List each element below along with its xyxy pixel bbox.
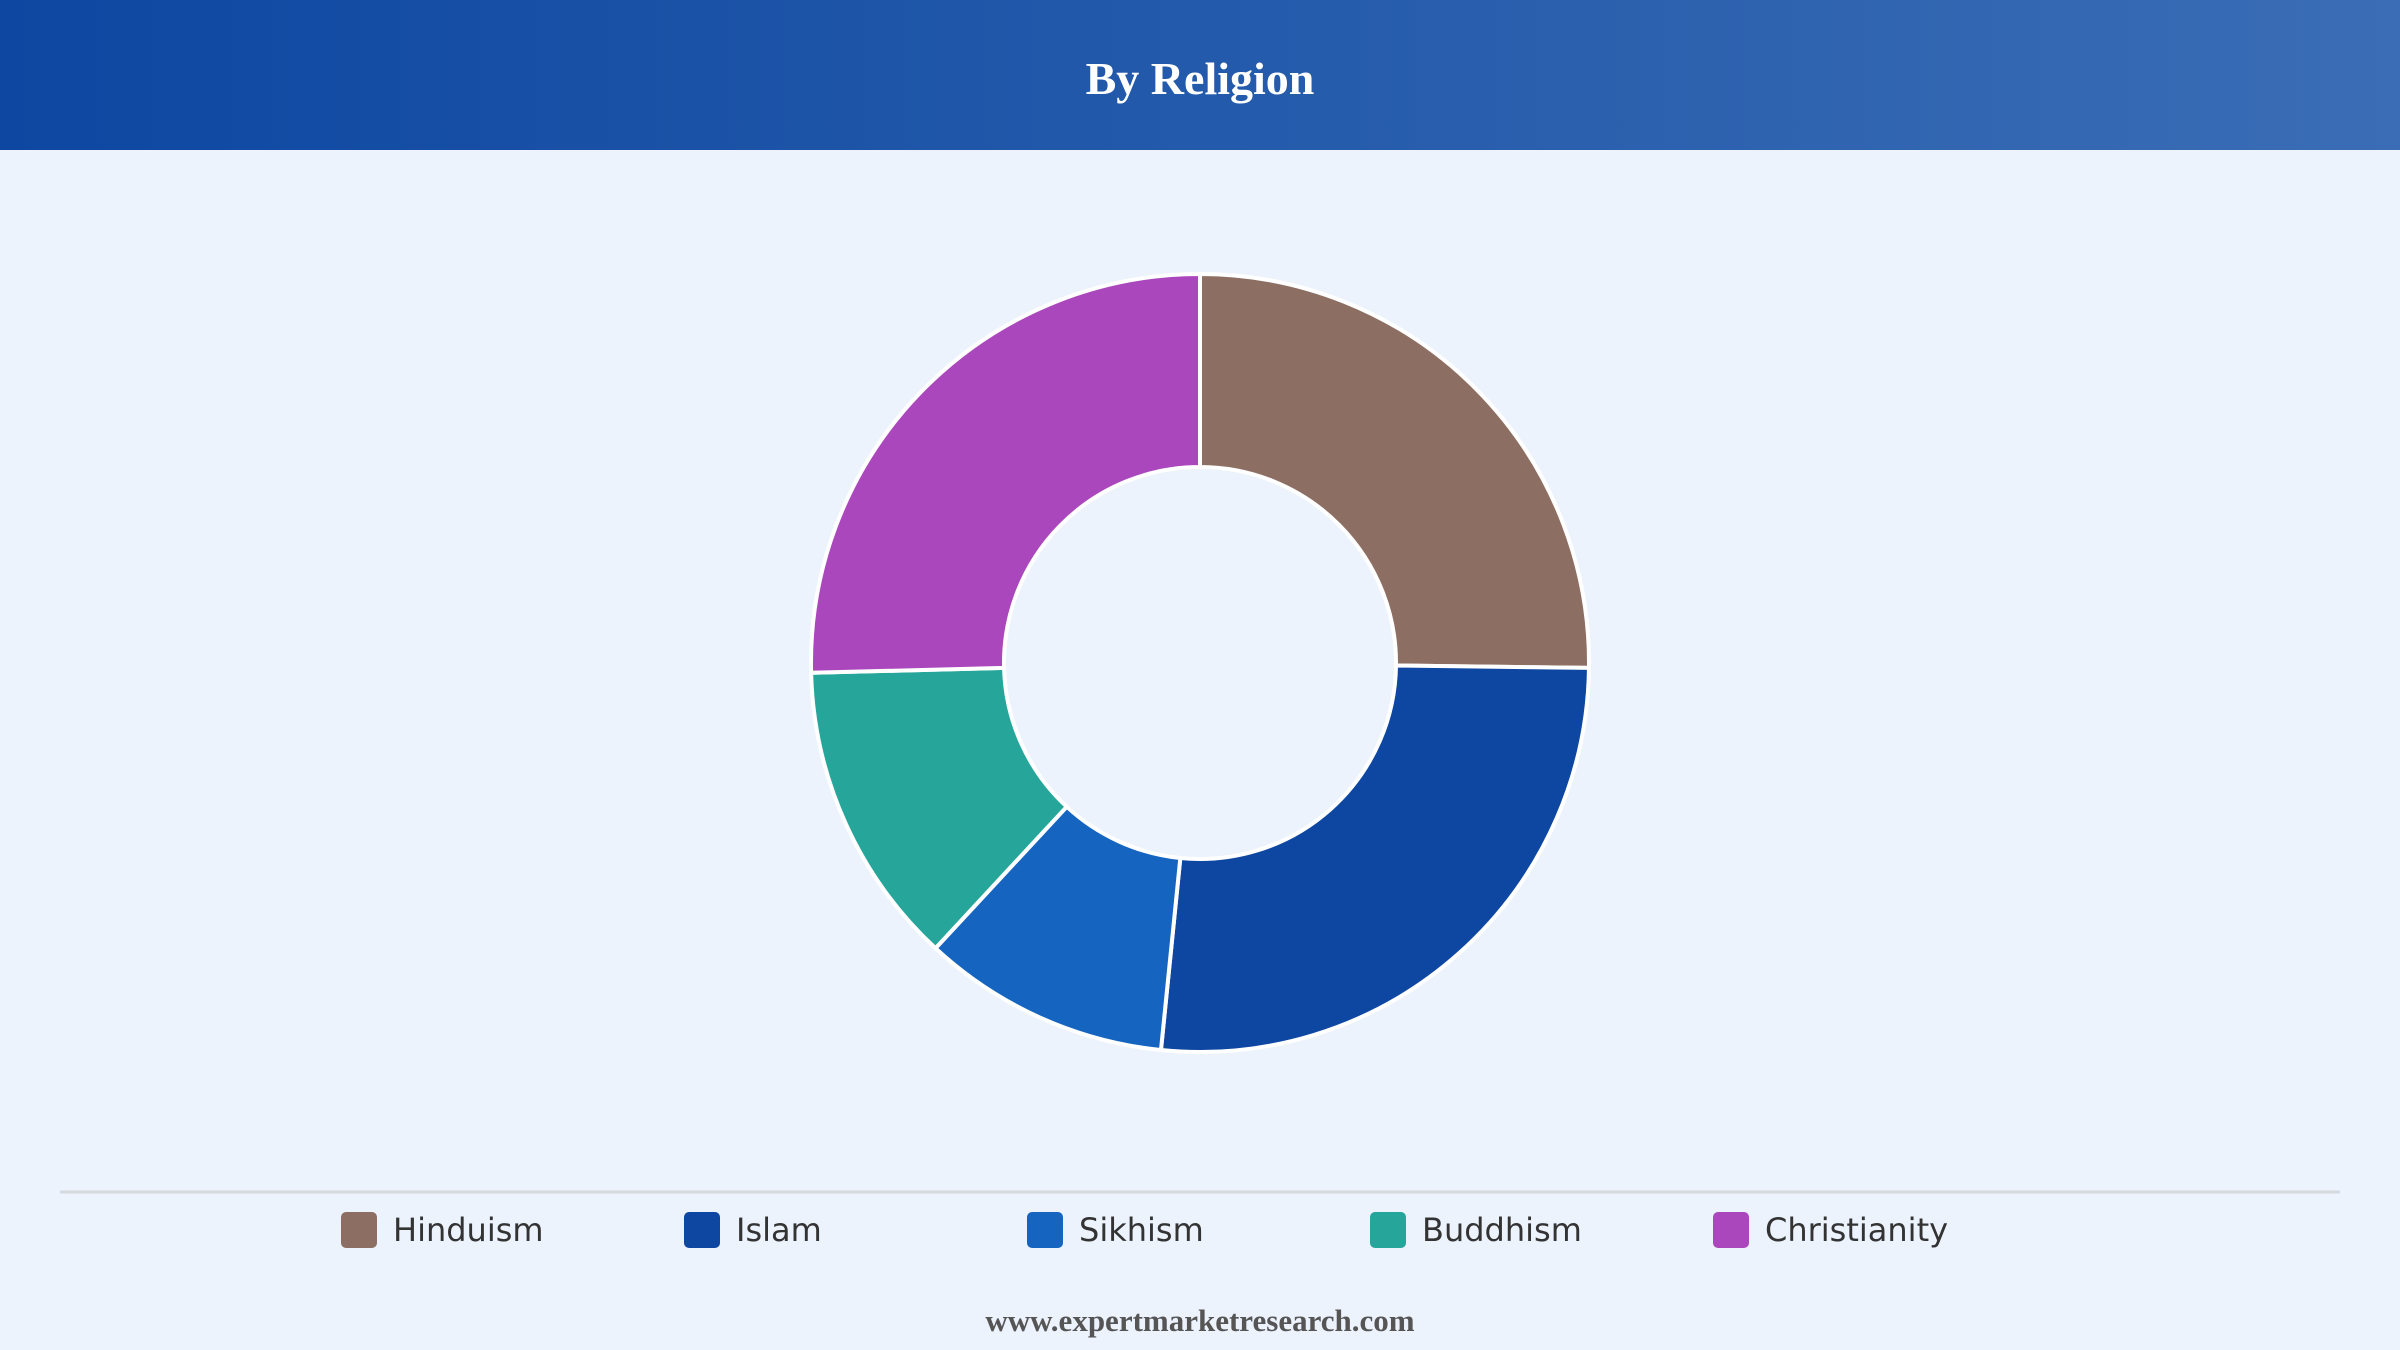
legend-label: Christianity <box>1765 1211 1948 1249</box>
legend-label: Islam <box>736 1211 822 1249</box>
header-bar <box>0 0 2400 150</box>
legend-swatch <box>1713 1212 1749 1248</box>
legend-swatch <box>684 1212 720 1248</box>
donut <box>809 271 1591 1054</box>
legend-swatch <box>1370 1212 1406 1248</box>
donut-slice <box>809 271 1202 675</box>
footer-url: www.expertmarketresearch.com <box>985 1303 1414 1338</box>
legend-swatch <box>341 1212 377 1248</box>
legend-label: Hinduism <box>393 1211 544 1249</box>
chart-title: By Religion <box>1086 53 1315 104</box>
legend-label: Buddhism <box>1422 1211 1582 1249</box>
donut-slice <box>1158 663 1591 1054</box>
donut-slice <box>1198 271 1591 670</box>
legend-label: Sikhism <box>1079 1211 1204 1249</box>
donut-slice <box>932 803 1183 1053</box>
legend: Hinduism Islam Sikhism Buddhism Christianity <box>341 1211 1948 1249</box>
legend-swatch <box>1027 1212 1063 1248</box>
donut-slice <box>809 665 1070 952</box>
